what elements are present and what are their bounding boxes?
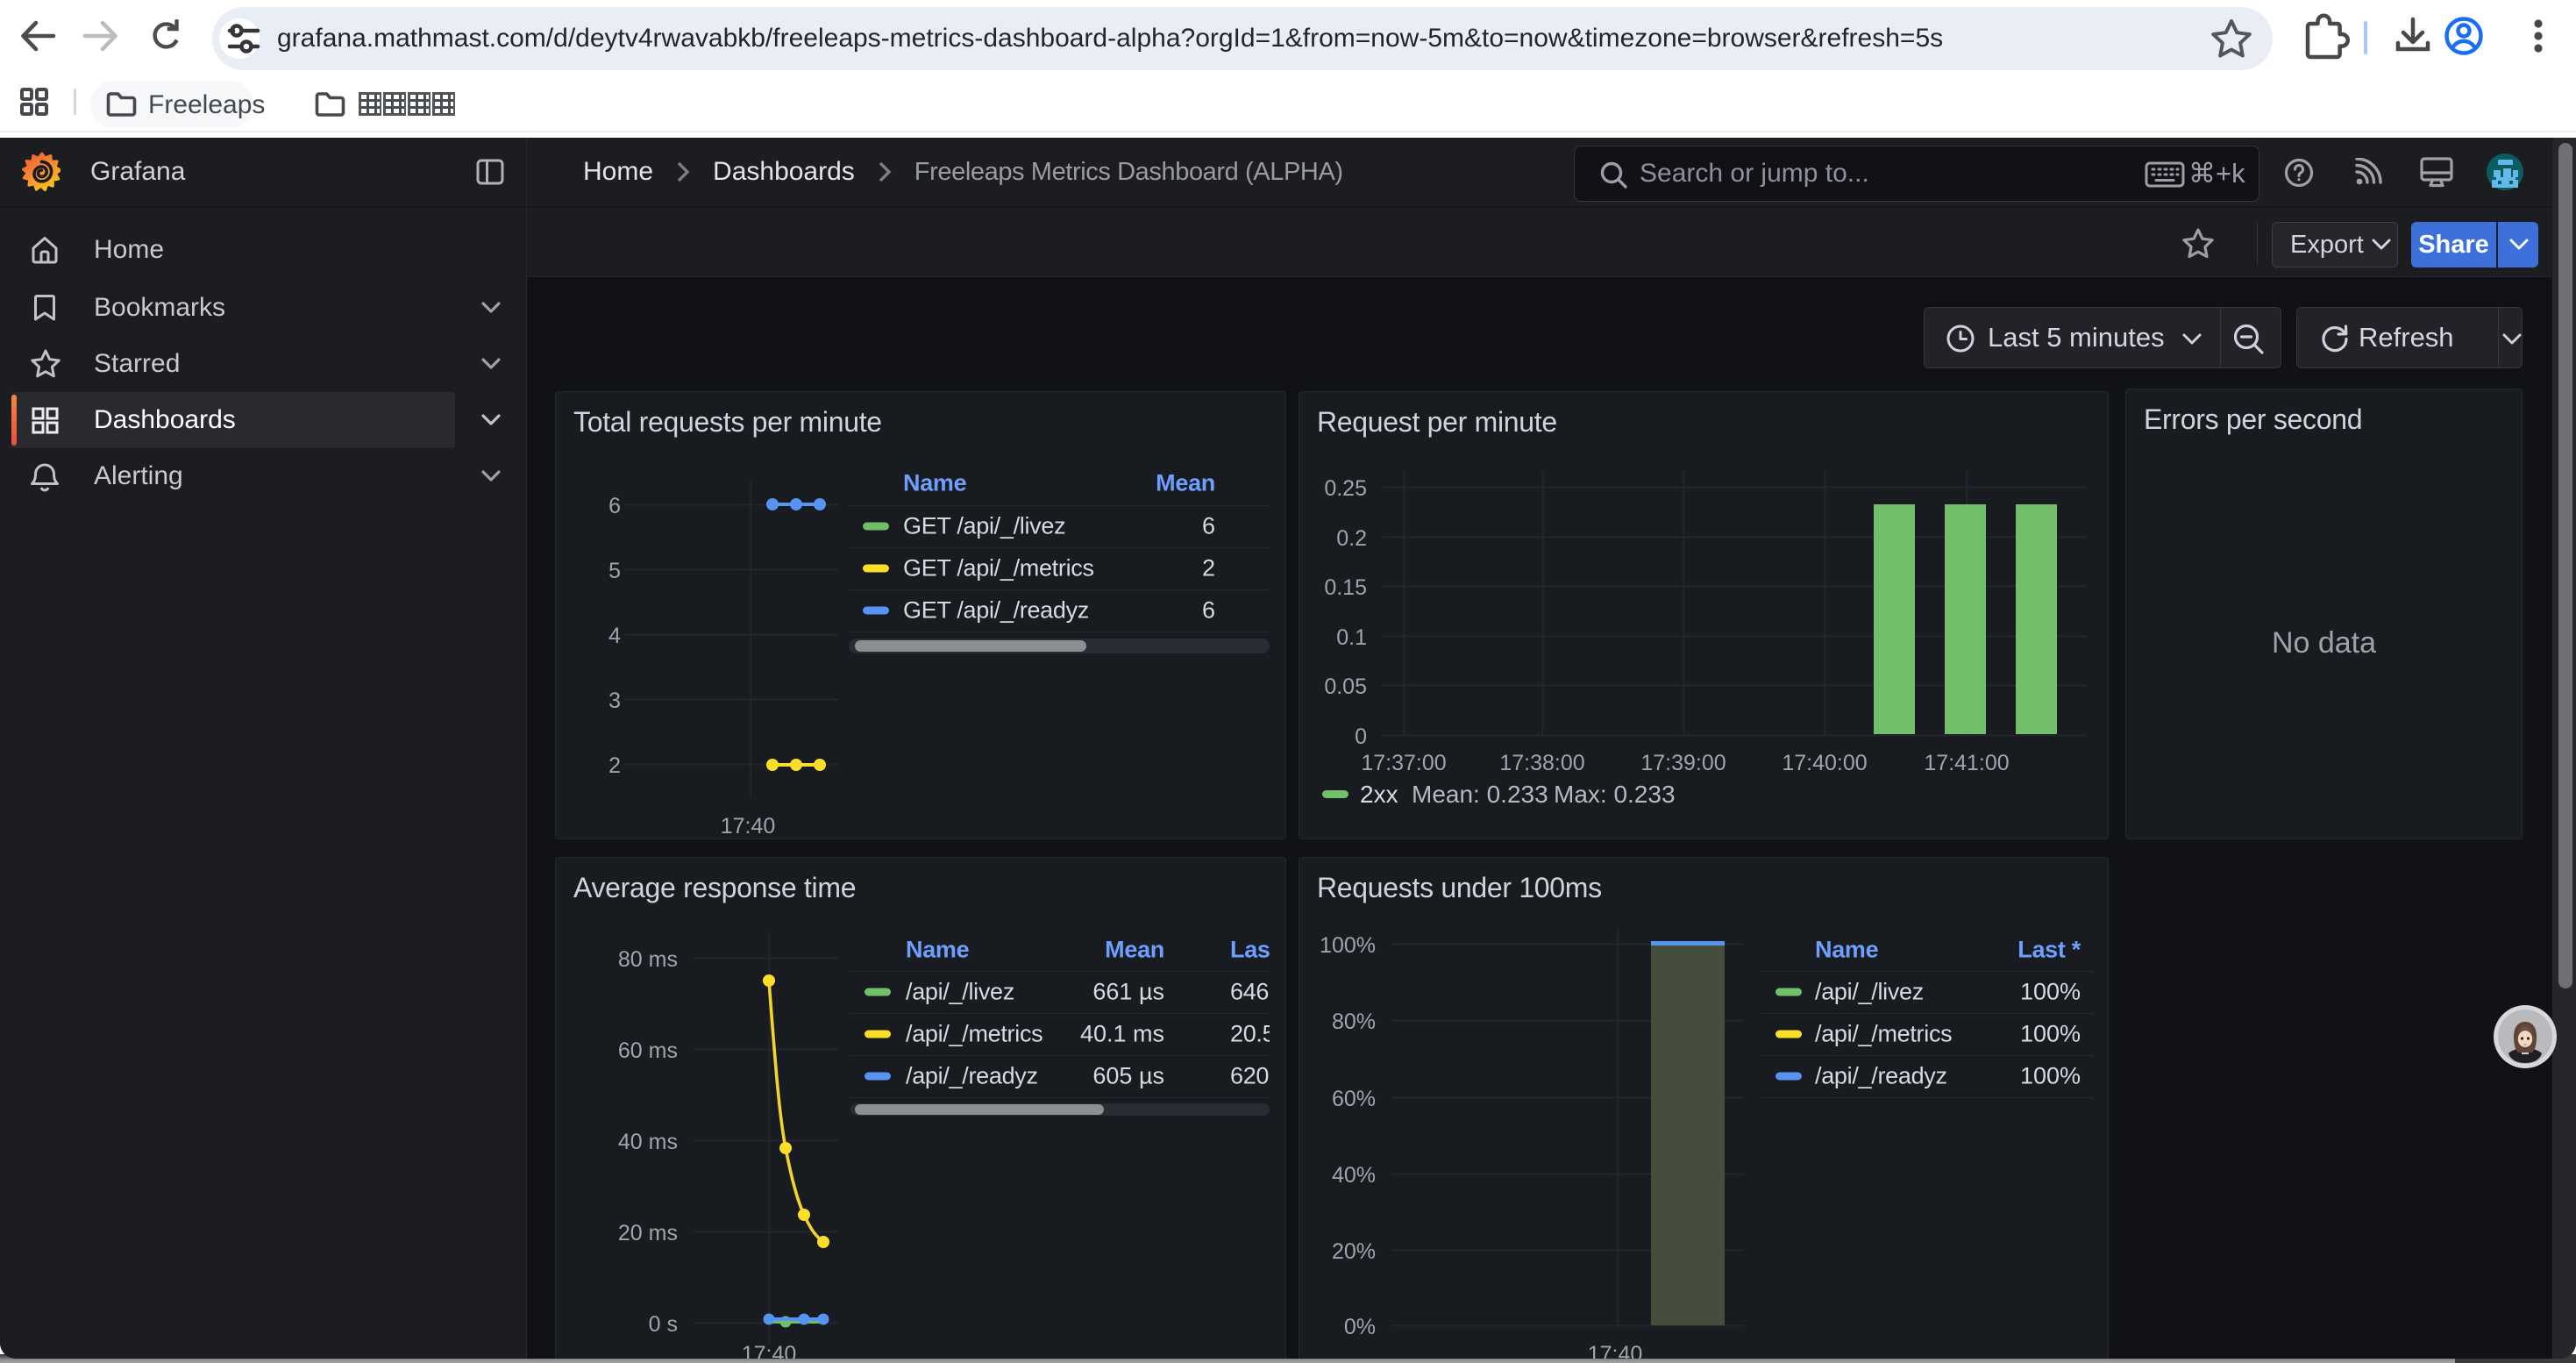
svg-text:40%: 40%	[1332, 1163, 1376, 1188]
svg-text:17:40: 17:40	[1588, 1342, 1643, 1359]
svg-text:60 ms: 60 ms	[618, 1038, 678, 1063]
svg-text:20 ms: 20 ms	[618, 1221, 678, 1245]
svg-text:0.2: 0.2	[1336, 526, 1367, 551]
svg-text:Max: 0.233: Max: 0.233	[1554, 781, 1676, 808]
svg-text:0.25: 0.25	[1324, 476, 1367, 501]
svg-text:3: 3	[608, 689, 621, 713]
svg-text:80%: 80%	[1332, 1010, 1376, 1034]
svg-text:60%: 60%	[1332, 1087, 1376, 1111]
svg-text:4: 4	[608, 624, 621, 648]
svg-text:17:41:00: 17:41:00	[1924, 751, 2009, 775]
svg-text:17:40: 17:40	[721, 814, 776, 838]
svg-text:17:37:00: 17:37:00	[1361, 751, 1446, 775]
svg-text:Mean: 0.233: Mean: 0.233	[1412, 781, 1548, 808]
svg-text:5: 5	[608, 559, 621, 583]
svg-text:0.05: 0.05	[1324, 674, 1367, 699]
svg-text:6: 6	[608, 494, 621, 518]
svg-text:100%: 100%	[1320, 933, 1376, 958]
svg-text:17:40: 17:40	[742, 1342, 797, 1359]
svg-text:2xx: 2xx	[1360, 781, 1398, 808]
svg-text:20%: 20%	[1332, 1239, 1376, 1264]
svg-text:80 ms: 80 ms	[618, 947, 678, 972]
svg-text:2: 2	[608, 753, 621, 778]
svg-text:0%: 0%	[1344, 1315, 1376, 1339]
svg-text:0.1: 0.1	[1336, 625, 1367, 650]
svg-text:17:40:00: 17:40:00	[1782, 751, 1867, 775]
svg-text:17:38:00: 17:38:00	[1499, 751, 1584, 775]
svg-text:0.15: 0.15	[1324, 575, 1367, 600]
svg-text:17:39:00: 17:39:00	[1640, 751, 1726, 775]
svg-text:40 ms: 40 ms	[618, 1130, 678, 1154]
svg-text:0 s: 0 s	[649, 1312, 678, 1337]
svg-text:0: 0	[1355, 724, 1367, 749]
